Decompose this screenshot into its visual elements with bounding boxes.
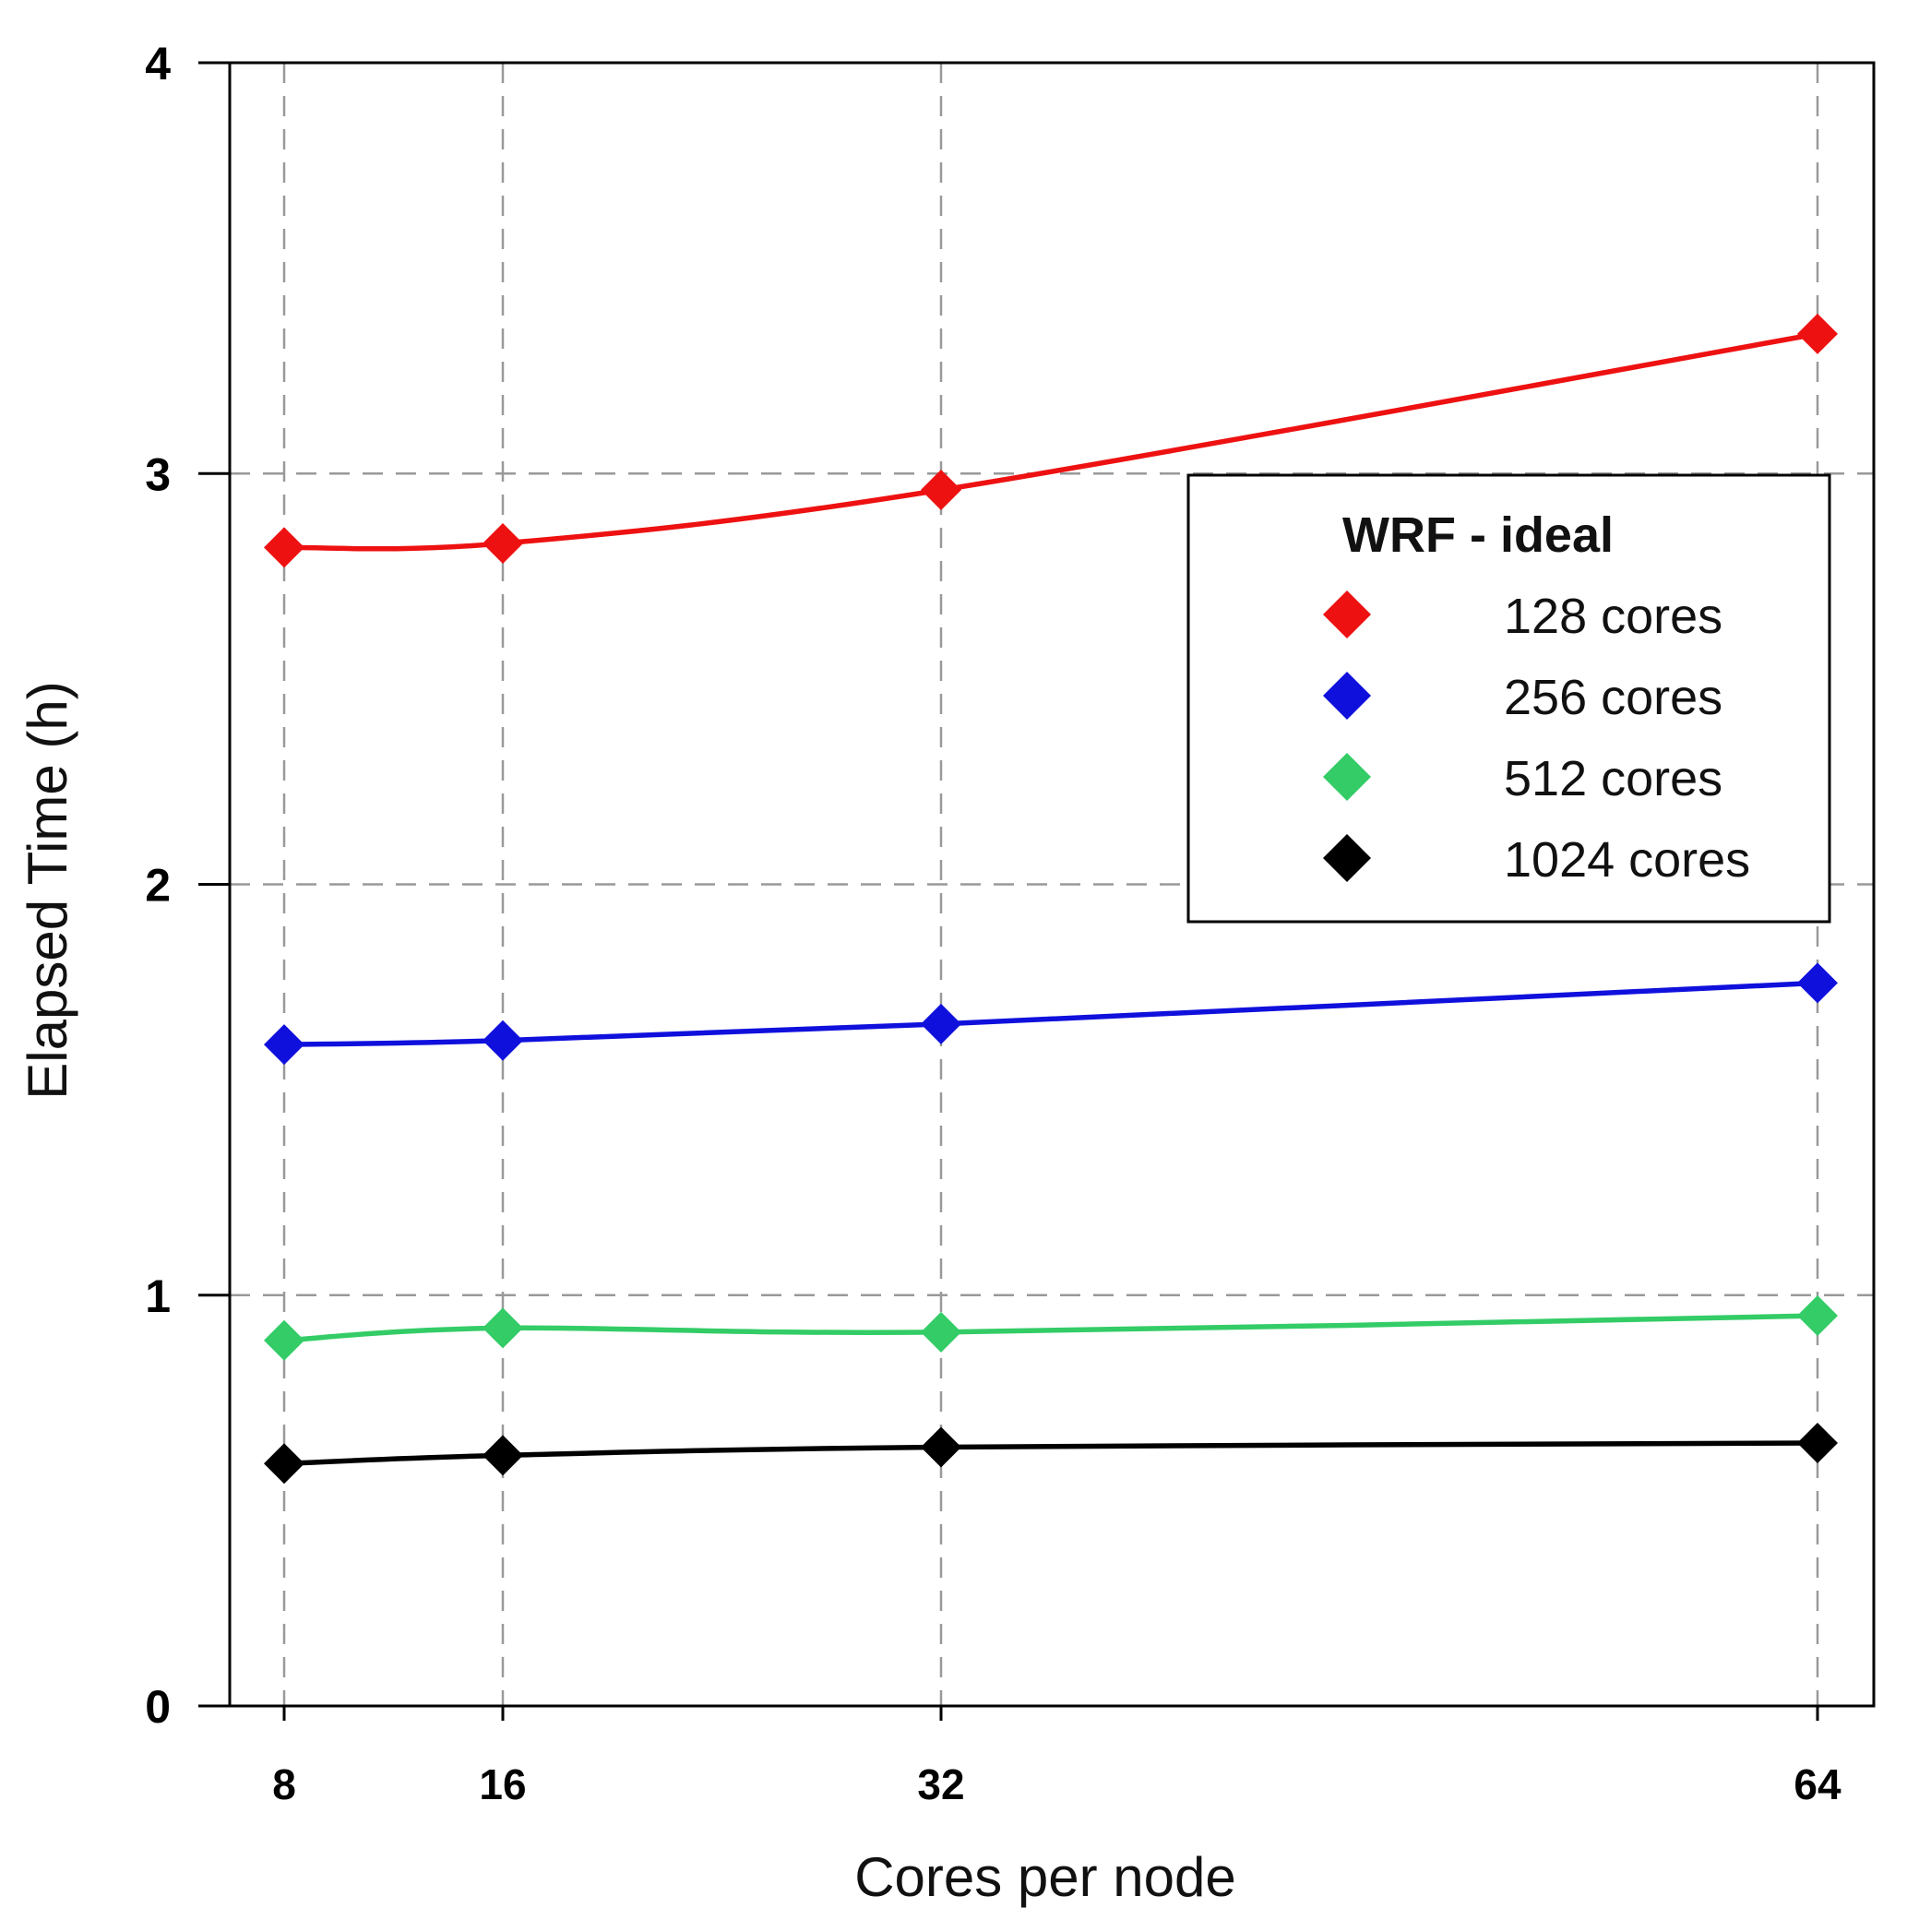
data-point-128-cores [264, 527, 304, 568]
y-tick-label: 4 [145, 38, 171, 89]
legend-box [1186, 473, 1831, 924]
legend-label-512-cores: 512 cores [1504, 751, 1722, 806]
data-point-512-cores [264, 1319, 304, 1361]
data-point-256-cores [1797, 962, 1838, 1004]
data-point-1024-cores [264, 1443, 304, 1485]
legend-label-128-cores: 128 cores [1504, 589, 1722, 644]
data-point-128-cores [921, 470, 961, 511]
tick-layer: 8 16 32 64 0 1 2 3 4 [145, 38, 1841, 1808]
series-line-128-cores [283, 331, 1818, 552]
data-point-512-cores [921, 1311, 961, 1353]
series-line-256-cores [283, 980, 1818, 1047]
y-tick-label: 1 [145, 1270, 171, 1322]
x-tick-label: 32 [917, 1760, 964, 1808]
y-tick-label: 2 [145, 860, 171, 912]
series-line-1024-cores [283, 1440, 1818, 1467]
legend-items: 128 cores 256 cores 512 cores 1024 cores [1323, 589, 1750, 888]
data-point-256-cores [264, 1024, 304, 1066]
legend-label-1024-cores: 1024 cores [1504, 832, 1750, 888]
data-point-128-cores [483, 522, 523, 564]
legend-marker-512-cores [1323, 753, 1371, 801]
legend-marker-1024-cores [1323, 834, 1371, 882]
x-tick-label: 64 [1794, 1760, 1841, 1808]
y-tick-label: 3 [145, 448, 171, 500]
legend-title: WRF - ideal [1342, 507, 1614, 563]
data-point-256-cores [921, 1003, 961, 1044]
legend-marker-256-cores [1323, 672, 1371, 720]
series-layer [264, 313, 1838, 1485]
y-axis-label: Elapsed Time (h) [17, 681, 78, 1100]
legend-label-256-cores: 256 cores [1504, 670, 1722, 725]
data-point-1024-cores [921, 1426, 961, 1468]
legend-marker-128-cores [1323, 590, 1371, 638]
data-point-1024-cores [483, 1435, 523, 1476]
series-line-512-cores [283, 1313, 1818, 1343]
y-tick-label: 0 [145, 1681, 171, 1733]
x-tick-label: 8 [272, 1760, 296, 1808]
data-point-256-cores [483, 1020, 523, 1061]
x-axis-label: Cores per node [854, 1846, 1236, 1908]
data-point-128-cores [1797, 313, 1838, 354]
x-tick-label: 16 [479, 1760, 526, 1808]
data-point-512-cores [483, 1307, 523, 1349]
data-point-512-cores [1797, 1295, 1838, 1337]
data-point-1024-cores [1797, 1423, 1838, 1464]
